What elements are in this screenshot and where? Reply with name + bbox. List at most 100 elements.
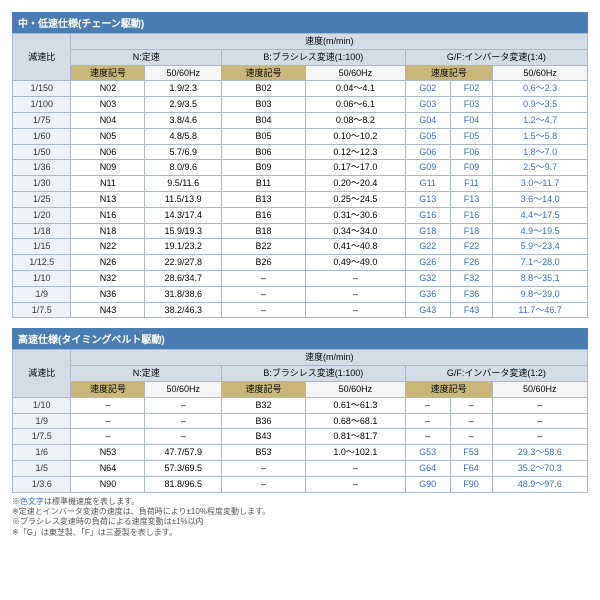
cell-b-code: B36 [222, 413, 306, 429]
cell-b-val: 0.31～30.6 [306, 207, 406, 223]
table-row: 1/9––B360.68～68.1––– [13, 413, 588, 429]
cell-g-code: G26 [405, 255, 450, 271]
cell-g-code: G32 [405, 270, 450, 286]
cell-b-val: 1.0～102.1 [306, 445, 406, 461]
cell-b-code: – [222, 286, 306, 302]
cell-gf-val: 3.6～14.0 [493, 191, 588, 207]
cell-n-val: 8.0/9.6 [145, 160, 222, 176]
cell-ratio: 1/10 [13, 270, 71, 286]
speed-table: 減速比速度(m/min)N:定速B:ブラシレス変速(1:100)G/F:インバー… [12, 349, 588, 492]
cell-n-code: N13 [71, 191, 145, 207]
col-hz: 50/60Hz [145, 65, 222, 81]
cell-f-code: F13 [450, 191, 492, 207]
cell-g-code: G06 [405, 144, 450, 160]
cell-f-code: F64 [450, 460, 492, 476]
cell-n-code: N90 [71, 476, 145, 492]
cell-ratio: 1/9 [13, 286, 71, 302]
table-row: 1/7.5––B430.81～81.7––– [13, 429, 588, 445]
cell-b-code: – [222, 270, 306, 286]
cell-b-val: 0.10～10.2 [306, 128, 406, 144]
cell-n-code: N64 [71, 460, 145, 476]
col-hz: 50/60Hz [145, 381, 222, 397]
table-row: 1/20N1614.3/17.4B160.31～30.6G16F164.4～17… [13, 207, 588, 223]
cell-n-val: 9.5/11.6 [145, 176, 222, 192]
table-row: 1/3.6N9081.8/96.5––G90F9048.9～97.6 [13, 476, 588, 492]
cell-ratio: 1/9 [13, 413, 71, 429]
cell-f-code: – [450, 429, 492, 445]
cell-n-val: 14.3/17.4 [145, 207, 222, 223]
cell-gf-val: 35.2～70.3 [492, 460, 587, 476]
cell-ratio: 1/30 [13, 176, 71, 192]
table-row: 1/10––B320.61～61.3––– [13, 397, 588, 413]
col-gf: G/F:インバータ変速(1:4) [405, 49, 587, 65]
table-row: 1/5N6457.3/69.5––G64F6435.2～70.3 [13, 460, 588, 476]
cell-b-code: B18 [222, 223, 306, 239]
cell-g-code: – [405, 429, 450, 445]
cell-n-val: 19.1/23.2 [145, 239, 222, 255]
cell-b-code: B16 [222, 207, 306, 223]
cell-b-code: B53 [222, 445, 306, 461]
cell-f-code: F06 [450, 144, 492, 160]
col-code: 速度記号 [222, 381, 306, 397]
cell-g-code: G18 [405, 223, 450, 239]
cell-ratio: 1/25 [13, 191, 71, 207]
cell-f-code: F18 [450, 223, 492, 239]
cell-n-val: 5.7/6.9 [145, 144, 222, 160]
cell-ratio: 1/12.5 [13, 255, 71, 271]
cell-n-val: 2.9/3.5 [145, 97, 222, 113]
cell-n-code: N22 [71, 239, 145, 255]
cell-n-val: 4.8/5.8 [145, 128, 222, 144]
cell-n-val: 28.6/34.7 [145, 270, 222, 286]
cell-b-val: 0.68～68.1 [306, 413, 406, 429]
col-hz: 50/60Hz [493, 65, 588, 81]
cell-ratio: 1/36 [13, 160, 71, 176]
cell-g-code: G03 [405, 97, 450, 113]
col-n: N:定速 [71, 49, 222, 65]
table-row: 1/50N065.7/6.9B060.12～12.3G06F061.8～7.0 [13, 144, 588, 160]
cell-gf-val: 48.9～97.6 [492, 476, 587, 492]
cell-gf-val: 0.6～2.3 [493, 81, 588, 97]
cell-b-code: B32 [222, 397, 306, 413]
cell-b-code: B02 [222, 81, 306, 97]
cell-b-code: – [222, 476, 306, 492]
cell-b-val: 0.08～8.2 [306, 112, 406, 128]
col-hz: 50/60Hz [492, 381, 587, 397]
notes: ※色文字は標準機速度を表します。※定速とインバータ変速の速度は、負荷時により±1… [12, 497, 588, 539]
cell-b-code: B43 [222, 429, 306, 445]
cell-b-val: 0.20～20.4 [306, 176, 406, 192]
cell-f-code: F05 [450, 128, 492, 144]
cell-ratio: 1/75 [13, 112, 71, 128]
cell-n-code: N03 [71, 97, 145, 113]
cell-ratio: 1/7.5 [13, 302, 71, 318]
cell-b-val: 0.04～4.1 [306, 81, 406, 97]
cell-ratio: 1/6 [13, 445, 71, 461]
cell-gf-val: 29.3～58.6 [492, 445, 587, 461]
cell-gf-val: 8.8～35.1 [493, 270, 588, 286]
cell-n-code: – [71, 429, 145, 445]
cell-b-code: – [222, 302, 306, 318]
cell-n-val: 57.3/69.5 [145, 460, 222, 476]
col-n: N:定速 [71, 366, 222, 382]
cell-n-val: – [145, 413, 222, 429]
cell-b-code: B13 [222, 191, 306, 207]
cell-b-val: 0.25～24.5 [306, 191, 406, 207]
cell-g-code: G09 [405, 160, 450, 176]
cell-n-code: N32 [71, 270, 145, 286]
col-code: 速度記号 [71, 381, 145, 397]
cell-g-code: G02 [405, 81, 450, 97]
cell-n-val: 15.9/19.3 [145, 223, 222, 239]
cell-b-val: 0.34～34.0 [306, 223, 406, 239]
cell-f-code: – [450, 397, 492, 413]
cell-gf-val: 3.0～11.7 [493, 176, 588, 192]
cell-n-code: N11 [71, 176, 145, 192]
cell-n-code: N05 [71, 128, 145, 144]
cell-f-code: F32 [450, 270, 492, 286]
cell-gf-val: 1.5～5.8 [493, 128, 588, 144]
col-code: 速度記号 [405, 381, 492, 397]
cell-b-val: 0.61～61.3 [306, 397, 406, 413]
cell-gf-val: 11.7～46.7 [493, 302, 588, 318]
col-ratio: 減速比 [13, 350, 71, 397]
cell-gf-val: 4.4～17.5 [493, 207, 588, 223]
cell-b-val: – [306, 286, 406, 302]
cell-ratio: 1/50 [13, 144, 71, 160]
